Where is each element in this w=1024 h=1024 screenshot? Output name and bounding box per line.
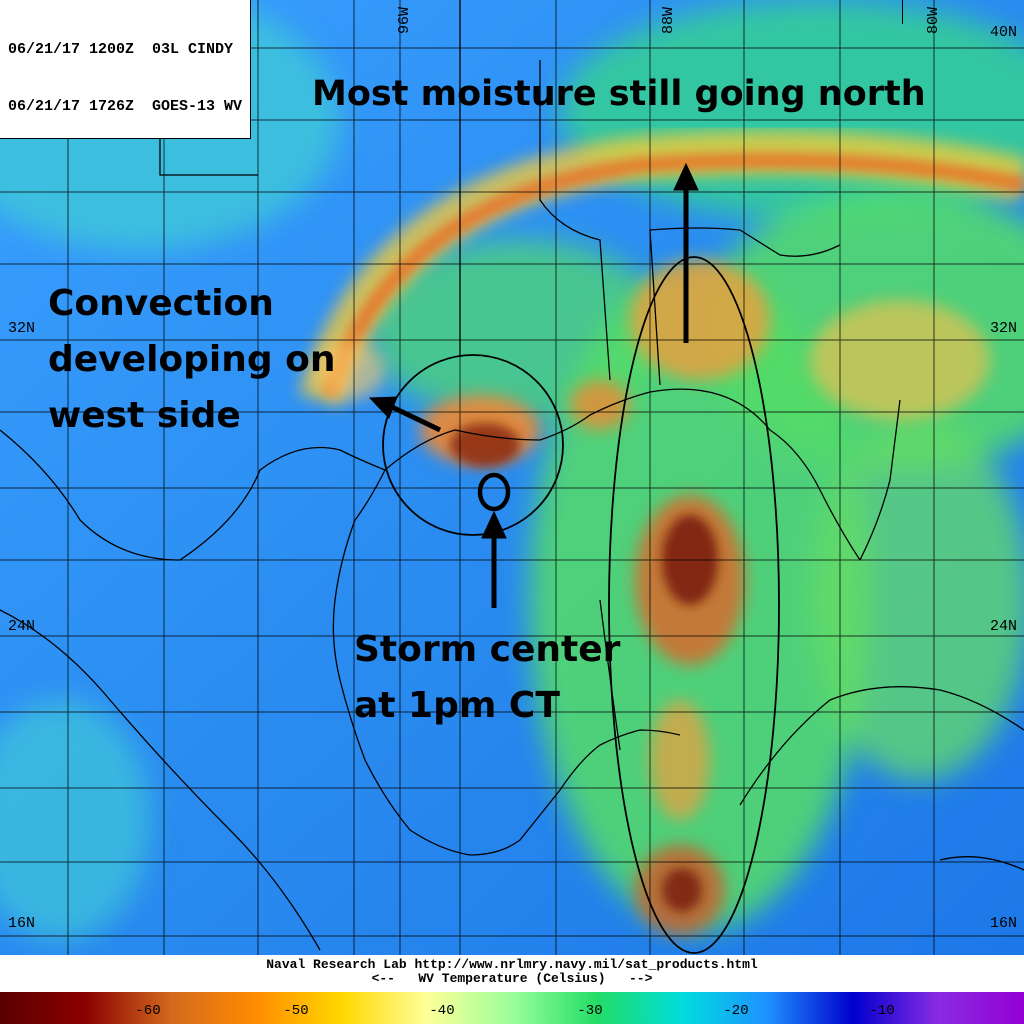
moisture-plume-ellipse — [608, 256, 780, 954]
coastlines — [0, 0, 1024, 950]
west-annotation-line-2: developing on — [48, 339, 336, 380]
center-arrow-head — [481, 510, 507, 539]
lon-label-80w: 80W — [925, 6, 942, 34]
colorbar-tick-label: -30 — [577, 1003, 602, 1019]
west-annotation-line-3: west side — [48, 395, 241, 436]
credits-footer: Naval Research Lab http://www.nrlmry.nav… — [0, 955, 1024, 992]
west-arrow-head — [368, 396, 398, 419]
west-annotation-line-1: Convection — [48, 283, 274, 324]
header-line-2: 06/21/17 1726Z GOES-13 WV — [8, 98, 243, 115]
scale-title: <-- WV Temperature (Celsius) --> — [371, 971, 653, 986]
colorbar-tick-label: -50 — [283, 1003, 308, 1019]
lat-label-32n-right: 32N — [990, 320, 1018, 337]
lat-lon-grid — [0, 0, 1024, 955]
north-arrow-head — [673, 162, 699, 191]
lon-box-border — [902, 0, 903, 24]
west-arrow — [390, 404, 442, 433]
header-line-1: 06/21/17 1200Z 03L CINDY — [8, 41, 234, 58]
lat-label-24n-right: 24N — [990, 618, 1018, 635]
center-annotation-line-2: at 1pm CT — [354, 685, 560, 726]
annotation-shapes — [382, 256, 780, 954]
colorbar-tick-label: -60 — [135, 1003, 160, 1019]
credit-text: Naval Research Lab http://www.nrlmry.nav… — [266, 957, 758, 972]
wv-temperature-colorbar: -60 -50 -40 -30 -20 -10 — [0, 992, 1024, 1024]
lon-label-96w: 96W — [396, 6, 413, 34]
satellite-imagery — [0, 0, 1024, 955]
lon-label-88w: 88W — [660, 6, 677, 34]
colorbar-tick-label: -10 — [869, 1003, 894, 1019]
center-annotation-line-1: Storm center — [354, 629, 621, 670]
lat-label-16n-left: 16N — [8, 915, 36, 932]
lat-label-16n-right: 16N — [990, 915, 1018, 932]
west-convection-annotation: Convection developing on west side — [48, 276, 336, 444]
colorbar-tick-label: -40 — [429, 1003, 454, 1019]
annotation-arrows — [368, 162, 699, 608]
colorbar-tick-label: -20 — [723, 1003, 748, 1019]
lat-label-32n-left: 32N — [8, 320, 36, 337]
lat-label-24n-left: 24N — [8, 618, 36, 635]
west-convection-circle — [382, 354, 564, 536]
storm-center-marker — [477, 472, 511, 512]
image-info-header: 06/21/17 1200Z 03L CINDY 06/21/17 1726Z … — [0, 0, 252, 139]
north-moisture-annotation: Most moisture still going north — [312, 74, 926, 114]
lat-label-40n: 40N — [990, 24, 1018, 41]
storm-center-annotation: Storm center at 1pm CT — [354, 622, 620, 734]
